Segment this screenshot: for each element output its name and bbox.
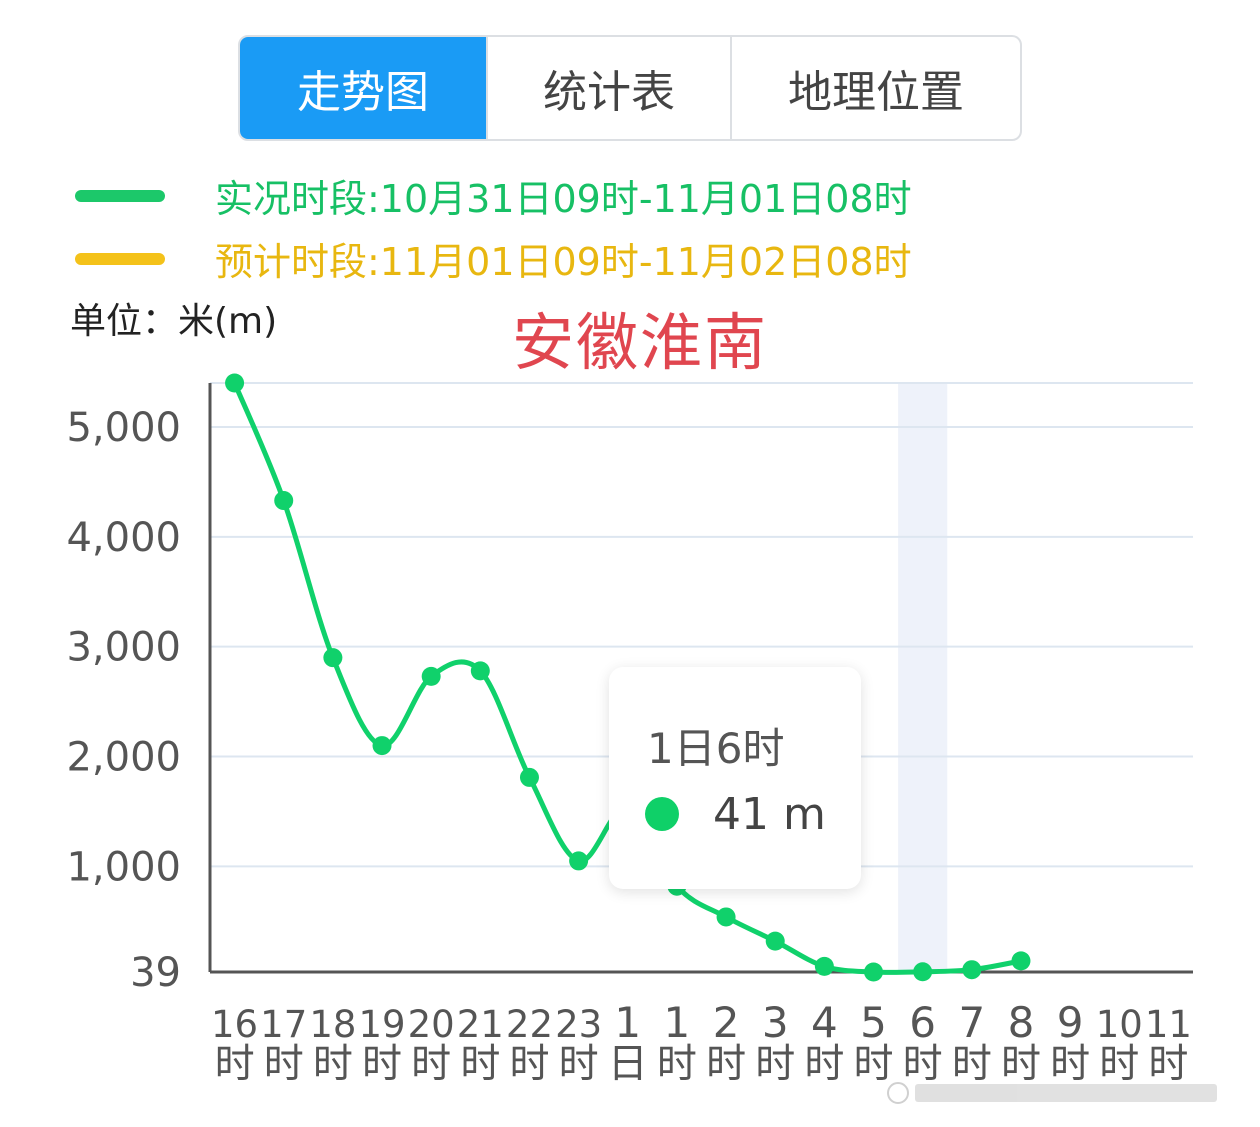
x-tick-label-unit: 时: [460, 1041, 500, 1087]
tab-location[interactable]: 地理位置: [788, 67, 964, 118]
data-point: [372, 736, 392, 756]
tab-statistics[interactable]: 统计表: [488, 37, 732, 139]
x-tick-label-unit: 时: [1099, 1041, 1139, 1087]
x-tick-label-unit: 时: [215, 1041, 255, 1087]
x-tick-label-unit: 时: [362, 1041, 402, 1087]
x-tick-label: 4: [811, 998, 838, 1047]
tooltip-series-dot: [645, 797, 679, 831]
watermark-bar: [915, 1084, 1217, 1102]
x-tick-label: 11: [1145, 1003, 1192, 1046]
unit-label: 单位：米(m): [70, 301, 278, 342]
y-tick-label: 4,000: [66, 515, 181, 561]
x-tick-label-unit: 时: [657, 1041, 697, 1087]
tooltip-value: 41 m: [713, 789, 826, 840]
data-point: [864, 962, 884, 982]
data-point: [1011, 951, 1031, 971]
legend-forecast-swatch: [75, 252, 165, 265]
highlight-band: [898, 383, 948, 972]
x-tick-label: 16: [211, 1003, 258, 1046]
x-tick-label-unit: 时: [1148, 1041, 1188, 1087]
data-point: [323, 648, 343, 668]
x-tick-label-unit: 时: [411, 1041, 451, 1087]
y-tick-label: 2,000: [66, 735, 181, 781]
x-tick-label: 10: [1096, 1003, 1143, 1046]
legend-forecast-label: 预计时段:11月01日09时-11月02日08时: [215, 240, 912, 284]
data-point: [519, 767, 539, 787]
data-point: [470, 661, 490, 681]
data-point: [765, 931, 785, 951]
x-tick-label-unit: 时: [706, 1041, 746, 1087]
x-tick-label: 2: [713, 998, 740, 1047]
x-tick-label-unit: 时: [1001, 1041, 1041, 1087]
data-point: [421, 666, 441, 686]
x-tick-label: 19: [358, 1003, 405, 1046]
x-tick-label: 6: [909, 998, 936, 1047]
data-point: [225, 373, 245, 393]
y-tick-label: 3,000: [66, 625, 181, 671]
legend-observed-label: 实况时段:10月31日09时-11月01日08时: [215, 177, 912, 221]
x-tick-label-unit: 时: [559, 1041, 599, 1087]
x-tick-label: 20: [408, 1003, 455, 1046]
x-tick-label-unit: 时: [755, 1041, 795, 1087]
tooltip-title: 1日6时: [647, 724, 785, 773]
x-tick-label-unit: 时: [509, 1041, 549, 1087]
x-tick-label: 1: [664, 998, 691, 1047]
x-tick-label-unit: 日: [608, 1041, 648, 1087]
x-tick-label: 17: [260, 1003, 307, 1046]
x-tick-label: 22: [506, 1003, 553, 1046]
chart-tooltip: 1日6时 41 m: [609, 667, 861, 889]
x-tick-label: 23: [555, 1003, 602, 1046]
data-point: [716, 907, 736, 927]
x-tick-label: 1: [614, 998, 641, 1047]
x-tick-label: 3: [762, 998, 789, 1047]
legend-observed: 实况时段:10月31日09时-11月01日08时: [75, 168, 912, 223]
tab-trend[interactable]: 走势图: [240, 37, 488, 139]
x-tick-label-unit: 时: [903, 1041, 943, 1087]
tab-bar: 走势图 统计表 地理位置: [238, 35, 1022, 141]
x-tick-label: 21: [457, 1003, 504, 1046]
y-tick-label: 1,000: [66, 844, 181, 890]
x-tick-label-unit: 时: [952, 1041, 992, 1087]
data-point: [274, 491, 294, 511]
x-tick-label-unit: 时: [854, 1041, 894, 1087]
data-point: [962, 960, 982, 980]
x-tick-label-unit: 时: [804, 1041, 844, 1087]
legend-forecast: 预计时段:11月01日09时-11月02日08时: [75, 231, 912, 286]
x-tick-label-unit: 时: [1050, 1041, 1090, 1087]
x-tick-label-unit: 时: [264, 1041, 304, 1087]
data-point: [913, 962, 933, 982]
x-tick-label: 9: [1057, 998, 1084, 1047]
legend-observed-swatch: [75, 189, 165, 202]
data-point: [814, 956, 834, 976]
y-tick-label: 39: [130, 950, 181, 996]
x-tick-label: 5: [860, 998, 887, 1047]
location-label: 安徽淮南: [512, 306, 769, 379]
x-tick-label: 7: [958, 998, 985, 1047]
x-tick-label: 8: [1008, 998, 1035, 1047]
y-tick-label: 5,000: [66, 405, 181, 451]
watermark: [887, 1080, 1217, 1106]
x-tick-label-unit: 时: [313, 1041, 353, 1087]
data-point: [569, 851, 589, 871]
watermark-logo-icon: [887, 1082, 909, 1104]
x-tick-label: 18: [309, 1003, 356, 1046]
